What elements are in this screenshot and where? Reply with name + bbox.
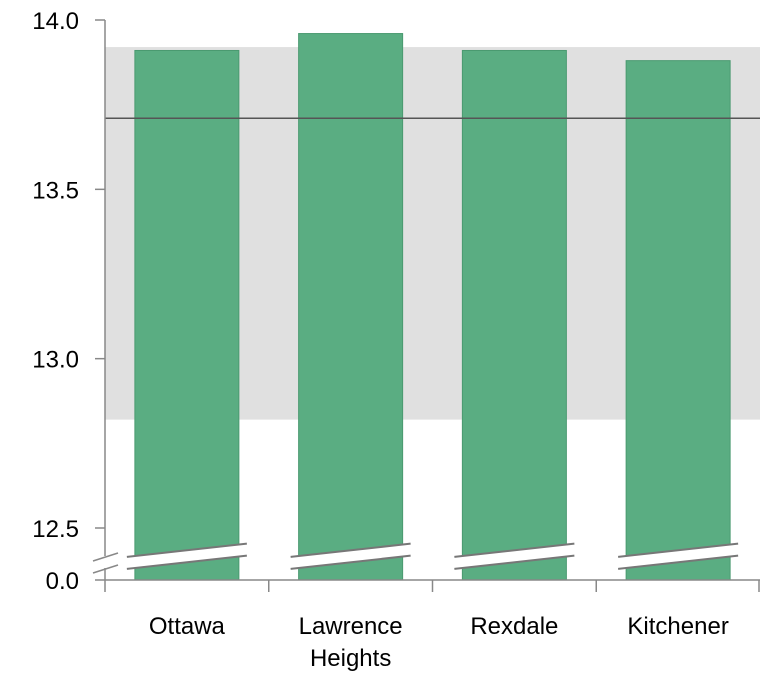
labels-layer: 14.0 13.5 13.0 12.5 0.0 Ottawa Lawrence Heights… [32, 8, 729, 672]
bar-1 [298, 33, 404, 581]
axis-break-line-0 [126, 542, 247, 558]
y-tick-label: 13.0 [32, 347, 79, 374]
x-category-label-line: Ottawa [149, 613, 226, 640]
y-axis-break-mark [92, 552, 119, 562]
x-category-label-line: Heights [310, 645, 391, 672]
bars-layer [126, 33, 739, 581]
bar-0 [134, 49, 240, 581]
x-category-label-line: Kitchener [627, 613, 728, 640]
axis-break-gap-0 [126, 543, 247, 569]
axis-break-gap-3 [618, 543, 739, 569]
x-category-label: Rexdale [470, 613, 558, 640]
y-tick-label: 12.5 [32, 516, 79, 543]
y-tick-label: 0.0 [46, 568, 79, 595]
x-category-label-line: Rexdale [470, 613, 558, 640]
axis-break-line-3 [618, 554, 739, 570]
y-tick-label: 13.5 [32, 177, 79, 204]
axis-break-line-1 [290, 542, 411, 558]
axis-break-gap-2 [454, 543, 575, 569]
x-category-label: Kitchener [627, 613, 728, 640]
bar-2 [461, 49, 567, 581]
x-category-label: Ottawa [149, 613, 226, 640]
axis-break-line-2 [454, 542, 575, 558]
axis-break-line-3 [618, 542, 739, 558]
axes-layer [92, 19, 760, 592]
axis-break-gap-1 [290, 543, 411, 569]
axis-break-line-1 [290, 554, 411, 570]
x-category-label-line: Lawrence [299, 613, 403, 640]
x-category-label: Lawrence Heights [299, 613, 403, 672]
y-tick-label: 14.0 [32, 8, 79, 35]
axis-break-line-0 [126, 554, 247, 570]
bar-3 [625, 60, 731, 581]
axis-break-line-2 [454, 554, 575, 570]
y-axis-break-mark [92, 564, 119, 574]
